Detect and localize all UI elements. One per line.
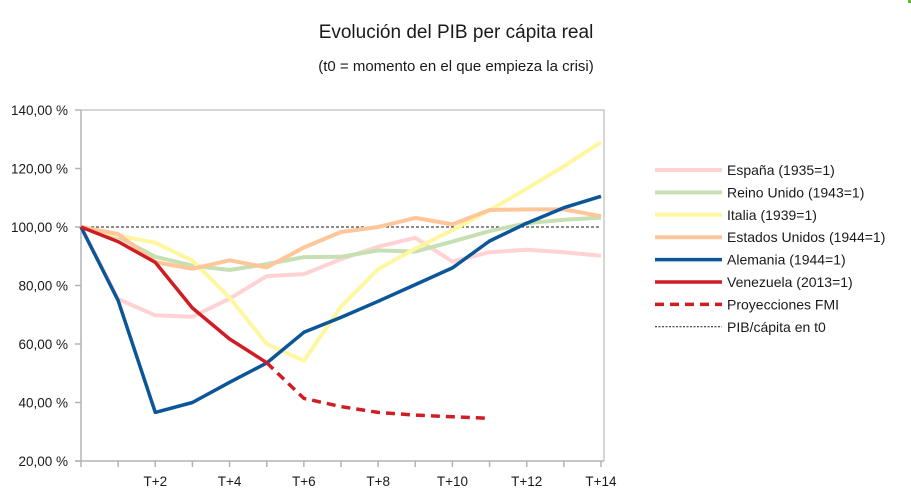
y-tick-label: 120,00 % [11,162,68,177]
x-tick-label: T+10 [437,474,468,489]
legend-item: Estados Unidos (1944=1) [655,229,885,245]
series-line-italia-1939-1 [80,140,603,363]
legend-label: Reino Unido (1943=1) [727,184,864,200]
y-tick-label: 40,00 % [18,396,68,411]
plot-border [81,109,605,461]
legend-label: PIB/cápita en t0 [727,319,826,335]
legend-label: Proyecciones FMI [727,296,839,312]
x-tick-label: T+4 [218,474,242,489]
legend-item: Reino Unido (1943=1) [655,184,864,200]
series-line-venezuela-2013-1 [80,225,268,365]
legend-label: Venezuela (2013=1) [727,274,853,290]
series-line-estados-unidos-1944-1 [80,207,602,271]
x-tick-label: T+8 [366,474,390,489]
series-line-espana-1935-1 [79,226,602,319]
series-line-proyecciones-fmi [265,361,490,421]
x-tick-label: T+6 [292,474,316,489]
legend-item: Proyecciones FMI [655,296,839,312]
legend-label: Italia (1939=1) [727,207,817,223]
chart-subtitle: (t0 = momento en el que empieza la crisi… [318,58,594,75]
legend-label: España (1935=1) [727,162,835,178]
selection-handle [908,0,911,3]
legend-item: España (1935=1) [655,162,835,178]
series-line-reino-unido-1943-1 [80,215,602,272]
x-tick-label: T+14 [585,474,617,489]
y-tick-label: 60,00 % [18,337,68,352]
x-tick-label: T+2 [143,474,167,489]
x-tick-label: T+12 [511,474,542,489]
y-tick-label: 140,00 % [11,103,68,118]
series-line-alemania-1944-1 [79,194,602,415]
legend-item: Alemania (1944=1) [655,252,846,268]
legend-label: Alemania (1944=1) [727,252,846,268]
legend-label: Estados Unidos (1944=1) [727,229,885,245]
plot-frame [81,109,605,461]
x-axis: T+2 T+4 T+6 T+8 T+10 T+12 T+14 [75,460,617,489]
y-tick-label: 80,00 % [18,279,68,294]
legend: España (1935=1) Reino Unido (1943=1) Itali… [655,162,885,335]
y-tick-label: 20,00 % [18,454,68,469]
y-axis: 20,00 % 40,00 % 60,00 % 80,00 % 100,00 % 120,… [11,103,82,469]
legend-item: PIB/cápita en t0 [655,319,826,335]
series-layer [79,140,603,421]
chart-title: Evolución del PIB per cápita real [319,22,594,43]
legend-item: Venezuela (2013=1) [655,274,853,290]
y-tick-label: 100,00 % [11,220,68,235]
legend-item: Italia (1939=1) [655,207,817,223]
